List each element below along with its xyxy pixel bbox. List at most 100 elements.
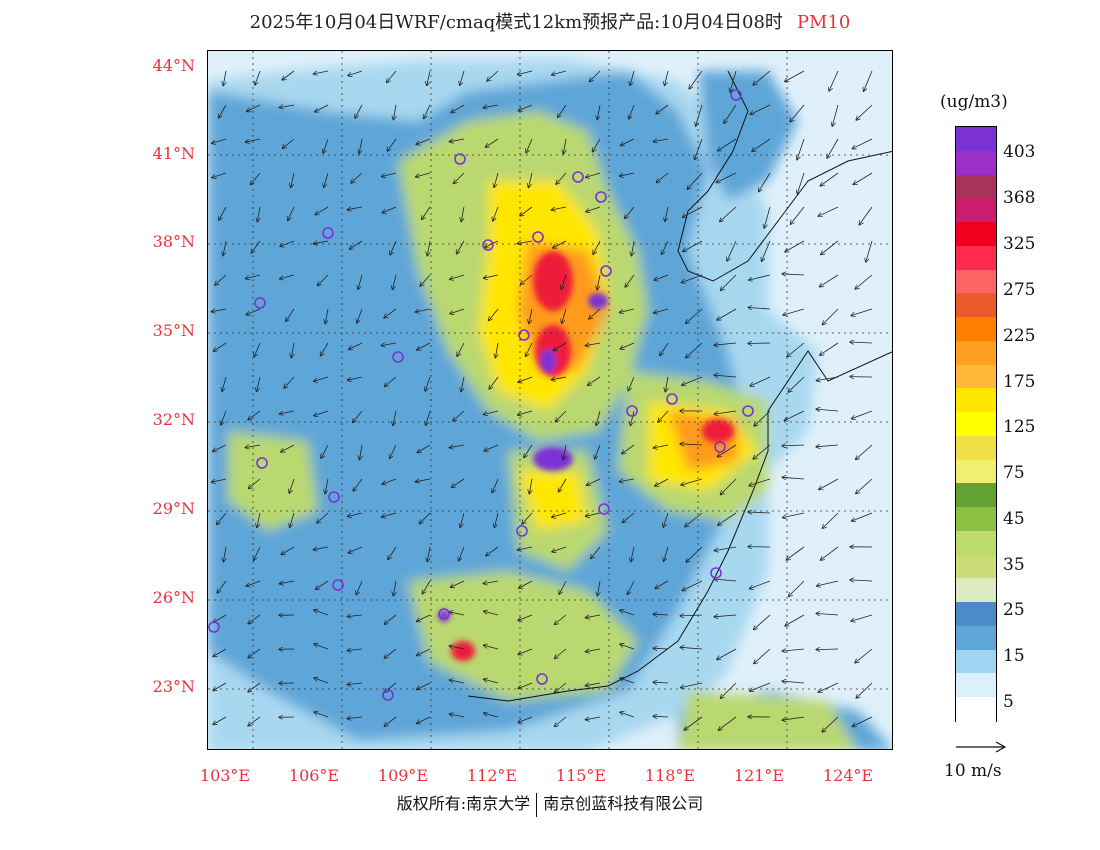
wind-arrow	[597, 580, 600, 596]
wind-arrow	[653, 139, 669, 142]
wind-arrow	[717, 308, 737, 320]
wind-arrow	[415, 308, 431, 312]
city-marker	[550, 453, 562, 465]
wind-arrow	[551, 376, 567, 380]
city-marker	[438, 608, 450, 620]
wind-arrow	[689, 70, 703, 89]
wind-arrow	[223, 546, 226, 562]
wind-arrow	[393, 410, 397, 426]
wind-arrow	[449, 138, 465, 142]
color-scale-segment	[956, 435, 996, 461]
wind-arrow	[829, 70, 839, 91]
city-marker	[516, 525, 528, 537]
wind-arrow	[589, 70, 601, 82]
wind-arrow	[393, 104, 396, 120]
wind-arrow	[212, 138, 227, 143]
purple-hotspot	[533, 447, 573, 471]
high-concentration-region	[518, 471, 588, 531]
color-scale-segment	[956, 412, 996, 437]
color-scale-segment	[956, 649, 996, 675]
wind-arrow	[552, 70, 567, 75]
red-hotspot	[533, 251, 573, 311]
wind-arrow	[559, 580, 567, 594]
wind-arrow	[682, 580, 703, 591]
wind-arrow	[450, 274, 465, 279]
wind-reference-label: 10 m/s	[944, 761, 1002, 781]
legend-label: 25	[1003, 600, 1025, 620]
color-scale-segment	[956, 554, 996, 580]
wind-arrow	[553, 342, 567, 351]
wind-arrow	[782, 477, 805, 479]
wind-arrow	[621, 138, 635, 146]
color-scale-segment	[956, 483, 996, 508]
wind-arrow	[822, 512, 839, 528]
wind-arrow	[425, 376, 431, 391]
wind-arrow	[620, 644, 635, 650]
wind-arrow	[211, 309, 227, 312]
wind-arrow	[850, 580, 873, 581]
wind-arrow	[554, 614, 567, 625]
legend-label: 15	[1003, 646, 1025, 666]
wind-arrow	[628, 376, 635, 391]
wind-arrow	[251, 240, 261, 253]
city-marker	[382, 689, 394, 701]
wind-arrow	[660, 342, 669, 356]
wind-arrow	[223, 70, 227, 86]
mid-concentration-region	[698, 71, 798, 201]
wind-arrow	[748, 308, 771, 310]
wind-arrow	[217, 512, 227, 525]
wind-arrow	[347, 683, 363, 685]
wind-arrow	[351, 172, 363, 183]
moderate-concentration-region	[228, 431, 318, 531]
wind-arrow	[597, 104, 601, 120]
wind-arrow	[816, 649, 839, 650]
wind-arrow	[520, 206, 533, 216]
wind-arrow	[856, 478, 873, 494]
wind-arrow	[213, 342, 227, 351]
wind-arrow	[211, 478, 227, 482]
wind-arrow	[653, 682, 669, 683]
wind-arrow	[417, 614, 431, 622]
wind-arrow	[219, 104, 227, 118]
wind-arrow	[420, 274, 431, 286]
wind-arrow	[460, 512, 465, 528]
wind-arrow	[279, 410, 295, 414]
wind-arrow	[554, 682, 567, 693]
color-scale-segment	[956, 150, 996, 176]
wind-arrow	[315, 104, 329, 112]
wind-arrow	[620, 610, 635, 616]
wind-arrow	[314, 644, 329, 650]
wind-arrow	[388, 546, 397, 560]
color-scale-segment	[956, 673, 996, 698]
wind-arrow	[529, 172, 533, 188]
wind-arrow	[321, 444, 329, 458]
wind-arrow	[753, 70, 771, 85]
wind-arrow	[417, 716, 431, 724]
red-hotspot	[702, 419, 734, 443]
wind-arrow	[563, 138, 566, 154]
wind-arrow	[596, 410, 601, 426]
wind-arrow	[695, 138, 703, 160]
wind-arrow	[248, 614, 261, 624]
lat-label: 29°N	[152, 499, 195, 518]
wind-arrow	[314, 610, 329, 616]
lat-label: 32°N	[152, 410, 195, 429]
wind-arrow	[251, 172, 261, 185]
wind-arrow	[217, 580, 227, 593]
wind-arrow	[494, 512, 499, 528]
wind-arrow	[384, 648, 397, 658]
wind-reference-arrow-icon	[956, 741, 1007, 753]
legend-unit: (ug/m3)	[940, 92, 1008, 112]
wind-arrow	[855, 274, 873, 289]
wind-arrow	[749, 580, 771, 589]
color-scale-segment	[956, 174, 996, 199]
wind-arrow	[424, 104, 431, 119]
wind-arrow	[753, 444, 771, 459]
wind-arrow	[223, 240, 227, 256]
lat-label: 41°N	[152, 144, 195, 163]
wind-arrow	[782, 716, 805, 720]
wind-arrow	[662, 240, 669, 255]
wind-arrow	[553, 240, 567, 248]
wind-arrow	[212, 172, 227, 178]
wind-arrow	[685, 512, 703, 527]
